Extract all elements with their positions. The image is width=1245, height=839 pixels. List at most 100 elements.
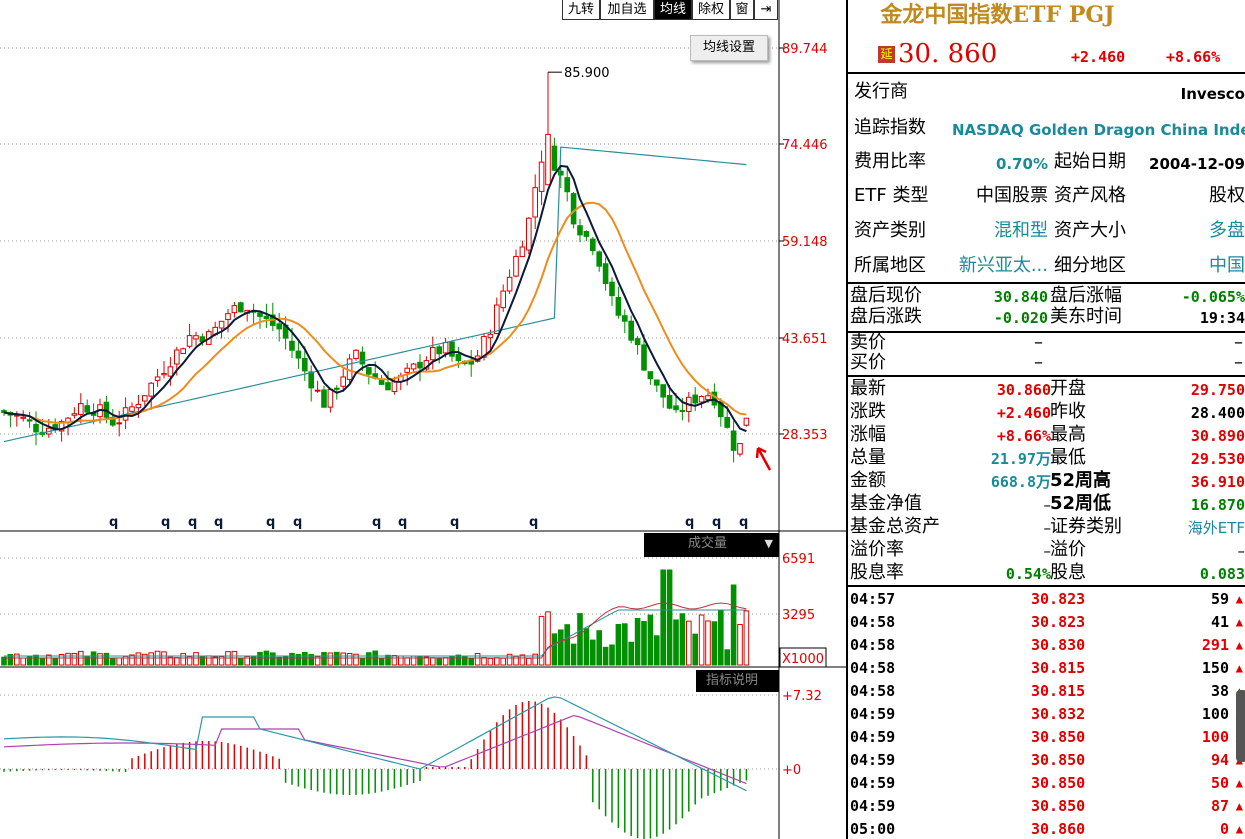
candle-down-body [417,361,423,369]
stat-label2: 52周高 [1050,470,1112,491]
tick-row[interactable]: 04:58 30.830 291 ▲ [848,634,1245,657]
volume-bar-up [353,653,359,666]
stat-label: 涨跌 [850,401,886,422]
up-arrow-icon: ▲ [1235,638,1243,652]
candle-up-body [135,403,142,409]
volume-bar-up [142,653,148,666]
tick-volume: 38 [1210,682,1229,700]
volume-bar-up [474,653,481,666]
volume-bar-down [679,613,686,666]
divider [848,282,1245,284]
volume-bar-down [1,656,7,666]
candle-down-body [449,341,455,357]
ah-label2: 美东时间 [1050,306,1122,327]
tick-time: 04:59 [850,705,896,723]
tick-scrollbar[interactable] [1236,690,1245,762]
nine-turn-button[interactable]: 九转 [562,0,600,20]
volume-bar-down [308,654,314,666]
kline-chart-area[interactable]: 89.744 74.446 59.148 43.651 28.353 6591 3295 X1… [0,0,846,839]
stat-value: +8.66% [996,427,1051,445]
stat-value: – [1043,542,1052,560]
stat-row: 基金净值 –52周低 16.870 [848,493,1245,516]
volume-panel-header[interactable]: 成交量 ▼ [644,533,779,557]
signal-q-marker: q [529,515,538,530]
volume-bar-up [346,653,353,666]
volume-bar-up [327,652,334,666]
candle-down-body [602,263,609,285]
stat-label2: 证券类别 [1050,516,1122,537]
signal-q-marker: q [161,515,170,530]
window-button[interactable]: 窗 [730,0,754,20]
volume-bar-up [442,657,449,666]
candle-down-body [302,357,308,372]
divider [848,72,1245,74]
tick-row[interactable]: 05:00 30.860 0 ▲ [848,818,1245,839]
signal-q-marker: q [685,515,694,530]
tick-row[interactable]: 04:57 30.823 59 ▲ [848,588,1245,611]
tick-volume: 100 [1201,728,1229,746]
tick-row[interactable]: 04:58 30.815 150 ▲ [848,657,1245,680]
stat-value: 0.54% [1005,565,1051,583]
tick-volume: 0 [1219,820,1229,838]
volume-bar-down [622,623,628,666]
stat-value2: 30.890 [1190,427,1245,445]
candle-up-body [698,395,705,403]
volume-bar-up [340,652,346,666]
stat-row: 基金总资产 – 证券类别 海外ETF [848,516,1245,539]
stat-label: 最新 [850,378,886,399]
volume-bar-up [148,652,154,666]
tick-price: 30.850 [1031,728,1086,746]
book-value: – [1034,352,1043,373]
volume-bar-up [538,615,545,666]
ma-settings-button[interactable]: 均线设置 [690,35,768,61]
moving-average-button[interactable]: 均线 [654,0,692,20]
add-watchlist-button[interactable]: 加自选 [600,0,654,20]
volume-bar-down [609,644,615,666]
volume-bar-up [519,654,526,666]
info-value: NASDAQ Golden Dragon China Index [952,121,1245,139]
volume-bar-up [167,656,174,666]
volume-bar-down [436,657,442,666]
candle-up-body [218,320,225,329]
signal-q-marker: q [450,515,459,530]
volume-bar-down [634,617,641,666]
candle-up-body [404,367,410,373]
tick-row[interactable]: 04:59 30.850 87 ▲ [848,795,1245,818]
candle-up-body [526,217,532,251]
volume-bar-down [26,656,33,666]
tick-row[interactable]: 04:59 30.850 50 ▲ [848,772,1245,795]
volume-bar-up [97,653,103,666]
kline-chart-svg[interactable]: 89.744 74.446 59.148 43.651 28.353 6591 3295 X1… [0,0,846,839]
candle-up-body [78,403,84,415]
volume-bar-down [276,656,282,666]
stat-label: 基金总资产 [850,516,940,537]
indicator-panel-header[interactable]: 指标说明 [696,670,779,692]
info-row: 资产类别 混和型 资产大小 多盘 [848,219,1245,243]
stat-row: 股息率 0.54% 股息 0.083 [848,562,1245,585]
signal-q-marker: q [712,515,721,530]
info-row: ETF 类型 中国股票 资产风格 股权 [848,184,1245,208]
info-value2: 2004-12-09 [1149,155,1245,173]
candle-up-body [442,342,449,354]
candle-down-body [436,346,442,355]
info-row: 所属地区 新兴亚太... 细分地区 中国 [848,254,1245,278]
ex-rights-button[interactable]: 除权 [692,0,730,20]
volume-bar-up [410,655,417,666]
volume-bar-up [174,657,180,666]
volume-bar-up [314,656,321,666]
pin-button[interactable]: ⇥ [754,0,778,20]
candle-up-body [154,376,161,381]
pin-icon: ⇥ [760,2,772,17]
info-label: 追踪指数 [854,117,926,138]
up-arrow-icon: ▲ [1235,592,1243,606]
tick-row[interactable]: 04:58 30.823 41 ▲ [848,611,1245,634]
candle-up-body [180,348,186,354]
volume-bar-down [103,652,110,666]
volume-bar-down [628,641,635,666]
volume-bar-up [116,657,123,666]
volume-bar-down [730,584,737,666]
